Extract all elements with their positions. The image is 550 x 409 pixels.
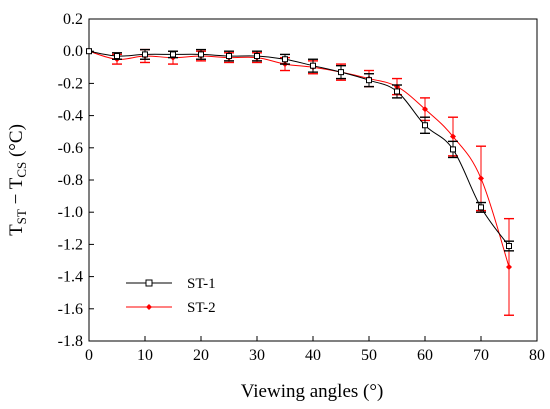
y-tick-label: -1.8 [58,333,83,350]
x-tick-label: 10 [137,347,153,364]
y-axis-title-sub1: ST [14,209,29,224]
legend: ST-1 ST-2 [126,276,216,316]
axes [88,18,538,342]
y-axis-title-unit: (°C) [6,124,27,162]
data-point [142,51,148,58]
data-point [170,51,176,58]
series-st-1 [86,48,514,252]
y-tick-label: -1.2 [58,236,83,253]
data-point [282,56,288,63]
legend-marker-st2 [146,304,152,310]
data-point [478,204,484,211]
y-tick-label: -1.0 [58,204,83,221]
series-line [88,50,510,268]
x-axis-title: Viewing angles (°) [241,381,384,402]
data-point [114,53,120,60]
data-point [86,48,92,55]
data-point [422,122,428,129]
data-point [422,106,428,113]
y-tick-label: -0.8 [58,172,83,189]
data-point [366,77,372,84]
data-point [450,133,456,140]
y-tick-label: 0.2 [63,11,83,28]
data-point [506,243,512,250]
x-tick-label: 70 [473,347,489,364]
x-tick-label: 40 [305,347,321,364]
data-point [198,51,204,58]
x-tick-label: 30 [249,347,265,364]
legend-marker-st1 [145,279,153,287]
data-point [506,263,512,270]
data-point [450,146,456,153]
series-st-2 [86,48,514,316]
series-line [88,50,510,247]
tick-labels: 0 10 20 30 40 50 60 70 80 0.2 0.0 -0.2 -0.4 -0.6 -0.8 -… [58,11,545,364]
y-tick-label: -1.4 [58,269,83,286]
y-tick-label: -0.2 [58,75,83,92]
x-tick-label: 60 [417,347,433,364]
x-tick-label: 20 [193,347,209,364]
legend-label-st1: ST-1 [187,276,216,292]
y-tick-label: -0.6 [58,140,83,157]
data-point [338,69,344,76]
data-point [478,175,484,182]
data-point [310,62,316,69]
y-axis-title: TST − TCS (°C) [6,124,29,236]
y-axis-title-main: T [6,224,27,236]
y-tick-label: -0.4 [58,108,83,125]
series-layer [86,48,514,316]
x-tick-label: 50 [361,347,377,364]
y-tick-label: -1.6 [58,301,83,318]
x-tick-label: 80 [529,347,545,364]
x-tick-label: 0 [85,347,93,364]
legend-label-st2: ST-2 [187,300,216,316]
data-point [254,53,260,60]
y-axis-title-sub2: CS [14,162,29,178]
y-axis-title-minus: − T [6,177,27,209]
data-point [394,88,400,95]
y-tick-label: 0.0 [63,43,83,60]
data-point [226,53,232,60]
